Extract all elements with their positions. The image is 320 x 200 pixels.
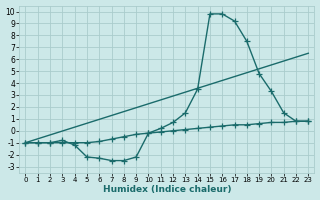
- X-axis label: Humidex (Indice chaleur): Humidex (Indice chaleur): [103, 185, 231, 194]
